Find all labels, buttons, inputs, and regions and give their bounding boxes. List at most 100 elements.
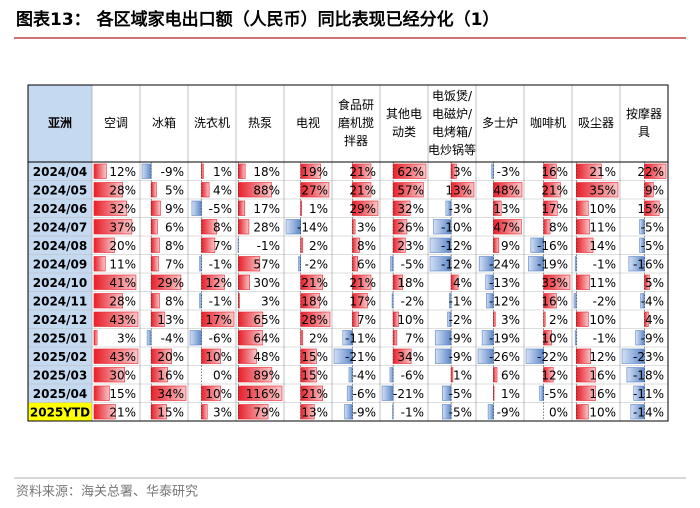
cell-value: 9%: [645, 183, 664, 197]
column-header: 按摩器: [626, 106, 662, 121]
cell-value: -4%: [353, 368, 376, 382]
data-bar: [238, 274, 250, 290]
table-border: [27, 84, 669, 422]
column-header: 电炒锅等: [428, 142, 476, 157]
row-label: 2024/08: [33, 239, 87, 253]
cell-value: 13%: [157, 313, 184, 327]
cell-value: -23%: [633, 350, 664, 364]
cell-value: 21%: [349, 276, 376, 290]
data-bar: [150, 200, 161, 216]
cell-value: 35%: [589, 183, 616, 197]
cell-value: 2%: [309, 239, 328, 253]
cell-value: 8%: [549, 220, 568, 234]
cell-value: 8%: [357, 239, 376, 253]
cell-value: 3%: [357, 220, 376, 234]
cell-value: -12%: [489, 294, 520, 308]
cell-value: 79%: [253, 405, 280, 419]
cell-value: -14%: [633, 405, 664, 419]
data-bar: [201, 182, 210, 198]
column-header: 多士炉: [482, 116, 518, 130]
title: 图表13： 各区域家电出口额（人民币）同比表现已经分化（1）: [16, 9, 499, 30]
row-label: 2024/10: [33, 276, 87, 290]
cell-value: -22%: [537, 350, 568, 364]
cell-value: -1%: [593, 257, 616, 271]
row-label: 2024/05: [33, 183, 87, 197]
cell-value: 33%: [541, 276, 568, 290]
cell-value: -2%: [449, 313, 472, 327]
cell-value: 1%: [213, 165, 232, 179]
row-label: 2024/12: [33, 313, 87, 327]
row-label-bg: [28, 347, 92, 366]
data-bar: [141, 163, 152, 179]
cell-value: 13%: [445, 183, 472, 197]
cell-value: 11%: [589, 276, 616, 290]
cell-value: -11%: [633, 387, 664, 401]
cell-value: 32%: [397, 202, 424, 216]
row-label: 2024/11: [33, 294, 87, 308]
data-bar: [150, 182, 157, 198]
data-bar: [93, 182, 123, 198]
cell-value: 12%: [589, 350, 616, 364]
cell-value: -5%: [449, 387, 472, 401]
cell-value: 48%: [493, 183, 520, 197]
data-bar: [93, 404, 116, 420]
cell-value: -21%: [393, 387, 424, 401]
cell-value: 10%: [589, 202, 616, 216]
cell-value: -5%: [545, 387, 568, 401]
cell-value: 16%: [589, 387, 616, 401]
cell-value: 21%: [109, 405, 136, 419]
cell-value: 6%: [165, 220, 184, 234]
cell-value: 29%: [349, 202, 376, 216]
column-header: 热泵: [248, 116, 272, 130]
row-label-bg: [28, 254, 92, 273]
data-bar: [392, 330, 398, 346]
cell-value: 3%: [261, 294, 280, 308]
cell-value: 20%: [157, 350, 184, 364]
cell-value: 27%: [301, 183, 328, 197]
data-bar: [493, 237, 500, 253]
row-label-bg: [28, 199, 92, 218]
data-bar: [238, 219, 250, 235]
cell-value: 10%: [205, 387, 232, 401]
cell-value: 10%: [397, 313, 424, 327]
row-label-bg: [28, 236, 92, 255]
column-header: 电烤箱/: [432, 124, 473, 139]
data-bar: [238, 163, 246, 179]
cell-value: -9%: [497, 405, 520, 419]
row-label: 2024/09: [33, 257, 87, 271]
cell-value: -1%: [593, 331, 616, 345]
cell-value: -14%: [297, 220, 328, 234]
row-label-bg: [28, 384, 92, 403]
row-label: 2024/04: [33, 165, 87, 179]
cell-value: 12%: [109, 165, 136, 179]
row-label-bg: [28, 365, 92, 384]
cell-value: -18%: [633, 368, 664, 382]
cell-value: 16%: [541, 294, 568, 308]
column-header: 空调: [104, 116, 128, 130]
cell-value: -12%: [441, 239, 472, 253]
data-bar: [93, 256, 106, 272]
cell-value: 47%: [493, 220, 520, 234]
row-label: 2025/02: [33, 350, 87, 364]
data-bar: [146, 330, 152, 346]
data-bar: [238, 200, 246, 216]
cell-value: -4%: [641, 294, 664, 308]
cell-value: -2%: [401, 294, 424, 308]
cell-value: -19%: [489, 331, 520, 345]
cell-value: 23%: [397, 239, 424, 253]
data-bar: [300, 237, 304, 253]
cell-value: 21%: [301, 387, 328, 401]
cell-value: -3%: [449, 202, 472, 216]
row-label: 2025/04: [33, 387, 87, 401]
cell-value: -21%: [345, 350, 376, 364]
source: 资料来源：海关总署、华泰研究: [16, 485, 198, 500]
cell-value: 16%: [157, 368, 184, 382]
cell-value: 28%: [253, 220, 280, 234]
cell-value: -3%: [497, 165, 520, 179]
cell-value: 21%: [589, 165, 616, 179]
data-bar: [93, 274, 137, 290]
cell-value: 16%: [541, 165, 568, 179]
data-bar: [93, 293, 123, 309]
cell-value: 17%: [253, 202, 280, 216]
cell-value: 21%: [541, 183, 568, 197]
